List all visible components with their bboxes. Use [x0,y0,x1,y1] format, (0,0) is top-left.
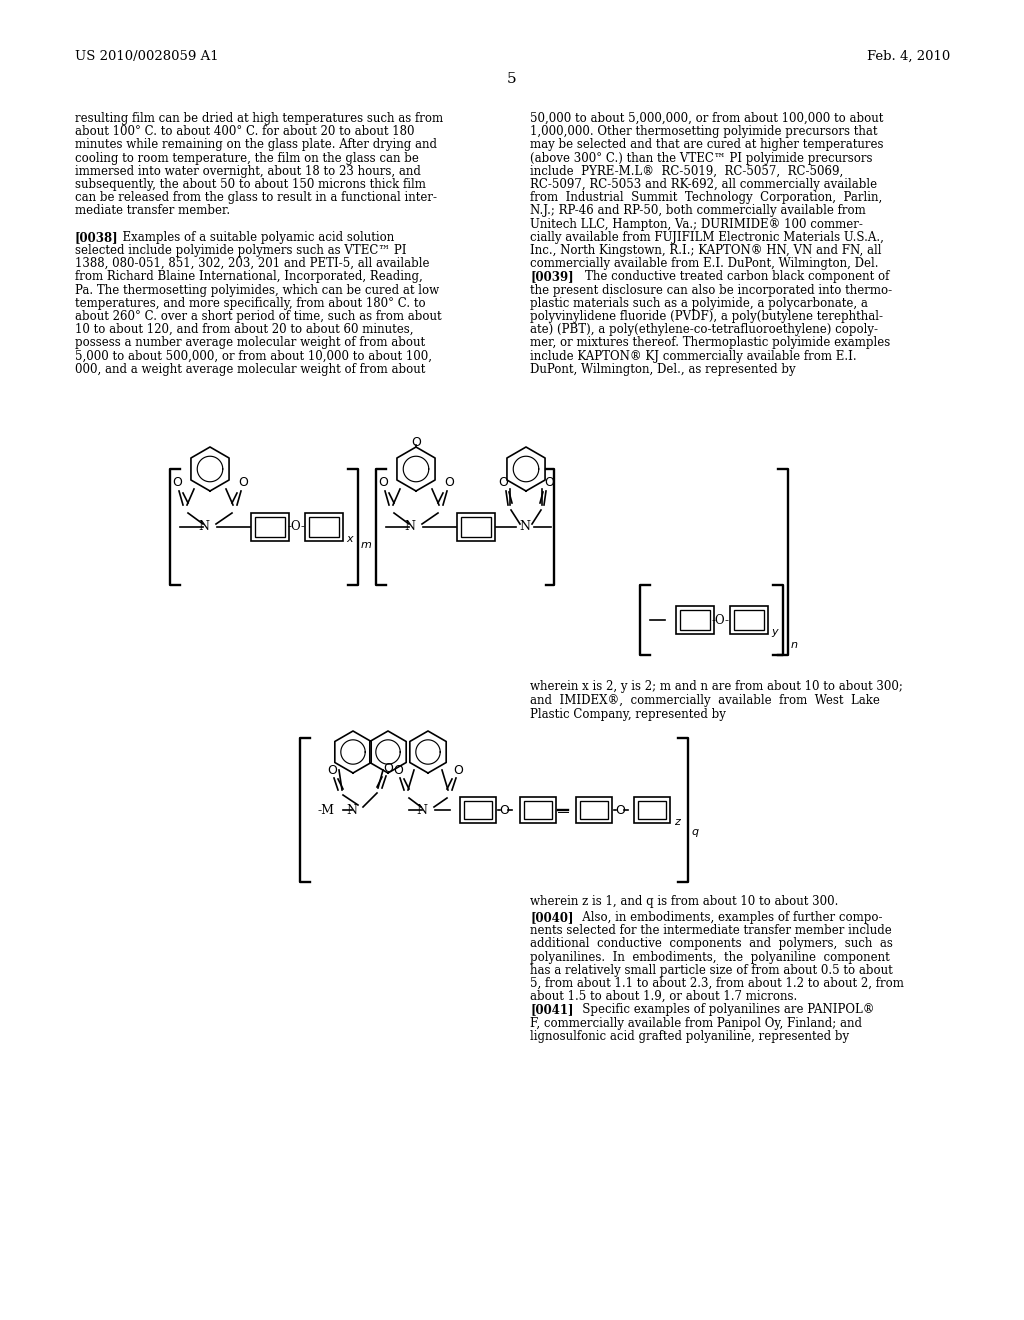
Text: immersed into water overnight, about 18 to 23 hours, and: immersed into water overnight, about 18 … [75,165,421,178]
Text: O: O [393,763,402,776]
Text: -M: -M [318,804,335,817]
Text: polyvinylidene fluoride (PVDF), a poly(butylene terephthal-: polyvinylidene fluoride (PVDF), a poly(b… [530,310,883,323]
Text: N: N [417,804,427,817]
Text: 10 to about 120, and from about 20 to about 60 minutes,: 10 to about 120, and from about 20 to ab… [75,323,414,337]
Text: O: O [453,763,463,776]
Text: N.J.; RP-46 and RP-50, both commercially available from: N.J.; RP-46 and RP-50, both commercially… [530,205,865,218]
Text: polyanilines.  In  embodiments,  the  polyaniline  component: polyanilines. In embodiments, the polyan… [530,950,890,964]
Text: x: x [346,535,352,544]
Text: 50,000 to about 5,000,000, or from about 100,000 to about: 50,000 to about 5,000,000, or from about… [530,112,884,125]
Text: N: N [199,520,210,533]
Text: from Richard Blaine International, Incorporated, Reading,: from Richard Blaine International, Incor… [75,271,423,284]
Text: O: O [411,436,421,449]
Text: O: O [172,477,182,490]
Text: about 100° C. to about 400° C. for about 20 to about 180: about 100° C. to about 400° C. for about… [75,125,415,139]
Text: RC-5097, RC-5053 and RK-692, all commercially available: RC-5097, RC-5053 and RK-692, all commerc… [530,178,878,191]
Text: N: N [404,520,416,533]
Text: cooling to room temperature, the film on the glass can be: cooling to room temperature, the film on… [75,152,419,165]
Text: DuPont, Wilmington, Del., as represented by: DuPont, Wilmington, Del., as represented… [530,363,796,376]
Text: nents selected for the intermediate transfer member include: nents selected for the intermediate tran… [530,924,892,937]
Text: O: O [238,477,248,490]
Text: O: O [498,477,508,490]
Text: Inc., North Kingstown, R.I.; KAPTON® HN, VN and FN, all: Inc., North Kingstown, R.I.; KAPTON® HN,… [530,244,882,257]
Text: (above 300° C.) than the VTEC™ PI polyimide precursors: (above 300° C.) than the VTEC™ PI polyim… [530,152,872,165]
Text: 1388, 080-051, 851, 302, 203, 201 and PETI-5, all available: 1388, 080-051, 851, 302, 203, 201 and PE… [75,257,429,271]
Text: wherein x is 2, y is 2; m and n are from about 10 to about 300;: wherein x is 2, y is 2; m and n are from… [530,680,903,693]
Text: Specific examples of polyanilines are PANIPOL®: Specific examples of polyanilines are PA… [571,1003,874,1016]
Text: [0039]: [0039] [530,271,573,284]
Text: plastic materials such as a polyimide, a polycarbonate, a: plastic materials such as a polyimide, a… [530,297,868,310]
Text: the present disclosure can also be incorporated into thermo-: the present disclosure can also be incor… [530,284,892,297]
Text: commercially available from E.I. DuPont, Wilmington, Del.: commercially available from E.I. DuPont,… [530,257,879,271]
Text: 000, and a weight average molecular weight of from about: 000, and a weight average molecular weig… [75,363,425,376]
Text: q: q [691,828,698,837]
Text: Unitech LLC, Hampton, Va.; DURIMIDE® 100 commer-: Unitech LLC, Hampton, Va.; DURIMIDE® 100… [530,218,863,231]
Text: F, commercially available from Panipol Oy, Finland; and: F, commercially available from Panipol O… [530,1016,862,1030]
Text: Pa. The thermosetting polyimides, which can be cured at low: Pa. The thermosetting polyimides, which … [75,284,439,297]
Text: y: y [771,627,777,638]
Text: 5: 5 [507,73,517,86]
Text: n: n [791,640,798,649]
Text: -O-: -O- [712,614,730,627]
Text: from  Industrial  Summit  Technology  Corporation,  Parlin,: from Industrial Summit Technology Corpor… [530,191,883,205]
Text: may be selected and that are cured at higher temperatures: may be selected and that are cured at hi… [530,139,884,152]
Text: O: O [378,477,388,490]
Text: mer, or mixtures thereof. Thermoplastic polyimide examples: mer, or mixtures thereof. Thermoplastic … [530,337,890,350]
Text: 1,000,000. Other thermosetting polyimide precursors that: 1,000,000. Other thermosetting polyimide… [530,125,878,139]
Text: -O-: -O- [287,520,305,533]
Text: include  PYRE-M.L®  RC-5019,  RC-5057,  RC-5069,: include PYRE-M.L® RC-5019, RC-5057, RC-5… [530,165,843,178]
Text: has a relatively small particle size of from about 0.5 to about: has a relatively small particle size of … [530,964,893,977]
Text: N: N [346,804,357,817]
Text: z: z [674,817,680,828]
Text: N: N [519,520,530,533]
Text: The conductive treated carbon black component of: The conductive treated carbon black comp… [570,271,890,284]
Text: Examples of a suitable polyamic acid solution: Examples of a suitable polyamic acid sol… [115,231,394,244]
Text: resulting film can be dried at high temperatures such as from: resulting film can be dried at high temp… [75,112,443,125]
Text: include KAPTON® KJ commercially available from E.I.: include KAPTON® KJ commercially availabl… [530,350,857,363]
Text: subsequently, the about 50 to about 150 microns thick film: subsequently, the about 50 to about 150 … [75,178,426,191]
Text: selected include polyimide polymers such as VTEC™ PI: selected include polyimide polymers such… [75,244,407,257]
Text: minutes while remaining on the glass plate. After drying and: minutes while remaining on the glass pla… [75,139,437,152]
Text: wherein z is 1, and q is from about 10 to about 300.: wherein z is 1, and q is from about 10 t… [530,895,839,908]
Text: lignosulfonic acid grafted polyaniline, represented by: lignosulfonic acid grafted polyaniline, … [530,1030,849,1043]
Text: additional  conductive  components  and  polymers,  such  as: additional conductive components and pol… [530,937,893,950]
Text: temperatures, and more specifically, from about 180° C. to: temperatures, and more specifically, fro… [75,297,426,310]
Text: m: m [361,540,372,550]
Text: 5,000 to about 500,000, or from about 10,000 to about 100,: 5,000 to about 500,000, or from about 10… [75,350,432,363]
Text: O: O [383,762,393,775]
Text: can be released from the glass to result in a functional inter-: can be released from the glass to result… [75,191,437,205]
Text: [0040]: [0040] [530,911,573,924]
Text: Feb. 4, 2010: Feb. 4, 2010 [866,50,950,63]
Text: Plastic Company, represented by: Plastic Company, represented by [530,708,726,721]
Text: possess a number average molecular weight of from about: possess a number average molecular weigh… [75,337,425,350]
Text: mediate transfer member.: mediate transfer member. [75,205,230,218]
Text: O: O [499,804,509,817]
Text: [0038]: [0038] [75,231,119,244]
Text: Also, in embodiments, examples of further compo-: Also, in embodiments, examples of furthe… [571,911,883,924]
Text: O: O [544,477,554,490]
Text: O: O [327,763,337,776]
Text: US 2010/0028059 A1: US 2010/0028059 A1 [75,50,219,63]
Text: [0041]: [0041] [530,1003,573,1016]
Text: ate) (PBT), a poly(ethylene-co-tetrafluoroethylene) copoly-: ate) (PBT), a poly(ethylene-co-tetrafluo… [530,323,878,337]
Text: O: O [444,477,454,490]
Text: about 1.5 to about 1.9, or about 1.7 microns.: about 1.5 to about 1.9, or about 1.7 mic… [530,990,798,1003]
Text: 5, from about 1.1 to about 2.3, from about 1.2 to about 2, from: 5, from about 1.1 to about 2.3, from abo… [530,977,904,990]
Text: O: O [615,804,625,817]
Text: about 260° C. over a short period of time, such as from about: about 260° C. over a short period of tim… [75,310,441,323]
Text: and  IMIDEX®,  commercially  available  from  West  Lake: and IMIDEX®, commercially available from… [530,694,880,708]
Text: cially available from FUJIFILM Electronic Materials U.S.A.,: cially available from FUJIFILM Electroni… [530,231,884,244]
